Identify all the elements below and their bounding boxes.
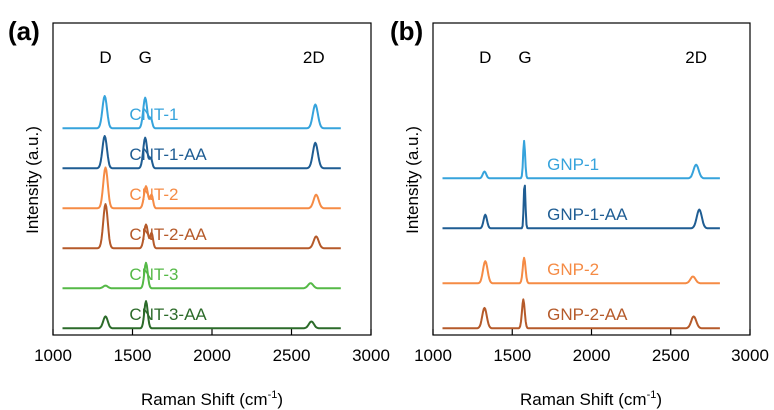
panel-a-series: CNT-1 CNT-1-AA CNT-2 CNT-2-AA CNT-3 CNT-3-AA <box>62 95 341 330</box>
panel-b-label: (b) <box>390 16 423 46</box>
panel-a-y-axis-title: Intensity (a.u.) <box>23 126 42 234</box>
series-label-cnt-3: CNT-3 <box>129 265 178 284</box>
panel-b-x-axis-title: Raman Shift (cm-1) <box>520 389 662 409</box>
panel-a-peak-labels: D G 2D <box>99 48 324 67</box>
series-label-gnp-2: GNP-2 <box>547 260 599 279</box>
series-label-cnt-1: CNT-1 <box>129 105 178 124</box>
series-label-gnp-1: GNP-1 <box>547 155 599 174</box>
peak-label-g: G <box>518 48 531 67</box>
panel-a-label: (a) <box>8 16 40 46</box>
series-line-cnt-1-aa <box>62 135 341 170</box>
x-tick-label: 3000 <box>731 346 769 365</box>
peak-label-d: D <box>99 48 111 67</box>
panel-b-peak-labels: D G 2D <box>479 48 707 67</box>
x-tick-label: 2500 <box>273 346 311 365</box>
series-line-cnt-3 <box>62 261 341 290</box>
x-tick-label: 2000 <box>573 346 611 365</box>
series-label-gnp-2-aa: GNP-2-AA <box>547 305 628 324</box>
series-line-gnp-2 <box>442 256 721 285</box>
peak-label-2d: 2D <box>303 48 325 67</box>
x-tick-label: 2500 <box>652 346 690 365</box>
series-line-cnt-2 <box>62 166 341 210</box>
x-tick-label: 1000 <box>34 346 72 365</box>
x-tick-label: 1500 <box>493 346 531 365</box>
series-line-gnp-2-aa <box>442 298 721 330</box>
series-label-cnt-2-aa: CNT-2-AA <box>129 225 207 244</box>
panel-a: (a) Intensity (a.u.) Raman Shift (cm-1) … <box>8 16 390 409</box>
panel-b-y-axis-title: Intensity (a.u.) <box>403 126 422 234</box>
series-label-cnt-3-aa: CNT-3-AA <box>129 305 207 324</box>
series-line-gnp-1 <box>442 139 721 180</box>
peak-label-g: G <box>139 48 152 67</box>
peak-label-2d: 2D <box>685 48 707 67</box>
panel-a-x-axis-title: Raman Shift (cm-1) <box>141 389 283 409</box>
peak-label-d: D <box>479 48 491 67</box>
panel-b-series: GNP-1 GNP-1-AA GNP-2 GNP-2-AA <box>442 139 721 330</box>
series-label-gnp-1-aa: GNP-1-AA <box>547 205 628 224</box>
series-label-cnt-2: CNT-2 <box>129 185 178 204</box>
x-tick-label: 3000 <box>352 346 390 365</box>
panel-a-x-ticks: 1000 1500 2000 2500 3000 <box>34 329 390 365</box>
series-line-cnt-2-aa <box>62 203 341 250</box>
panel-b: (b) Intensity (a.u.) Raman Shift (cm-1) … <box>390 16 769 409</box>
x-tick-label: 1500 <box>114 346 152 365</box>
panel-b-x-ticks: 1000 1500 2000 2500 3000 <box>414 329 769 365</box>
series-line-gnp-1-aa <box>442 184 721 230</box>
x-tick-label: 1000 <box>414 346 452 365</box>
series-line-cnt-3-aa <box>62 300 341 330</box>
series-line-cnt-1 <box>62 95 341 130</box>
series-label-cnt-1-aa: CNT-1-AA <box>129 145 207 164</box>
x-tick-label: 2000 <box>193 346 231 365</box>
